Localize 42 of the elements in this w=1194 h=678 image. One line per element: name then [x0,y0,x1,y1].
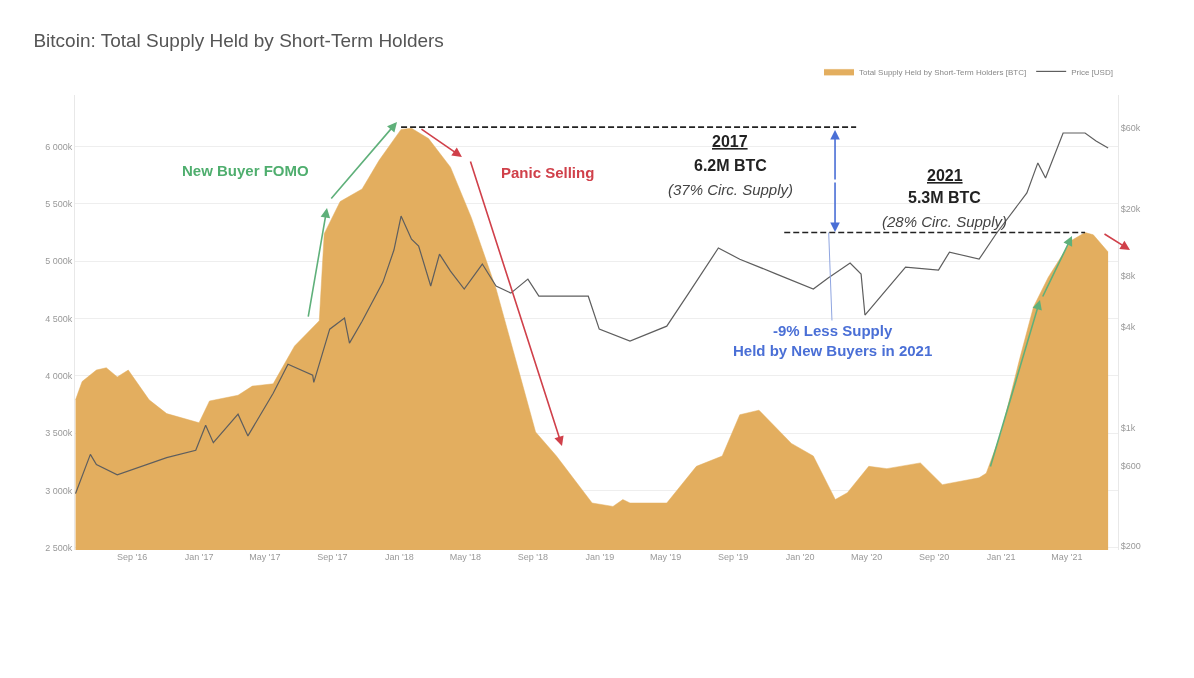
y2-tick-label: $8k [1120,270,1136,281]
x-tick-label: Sep '18 [517,552,548,562]
y-tick-label: 5 500k [45,199,73,210]
x-tick-label: May '21 [1051,552,1083,562]
x-tick-label: May '18 [449,552,481,562]
y2-tick-label: $1k [1120,423,1136,434]
x-tick-label: Jan '20 [785,552,815,562]
x-tick-label: Jan '17 [184,552,214,562]
annotation: -9% Less Supply Held by New Buyers in 2021 [733,322,933,359]
y2-tick-label: $200 [1120,541,1141,552]
annotation: 2021 [927,167,963,184]
y-tick-label: 4 000k [45,370,73,381]
y-tick-label: 2 500k [45,542,73,553]
legend-label: Total Supply Held by Short-Term Holders [BTC] [859,67,1027,77]
y2-tick-label: $20k [1120,203,1141,214]
annotation: (28% Circ. Supply) [882,213,1008,230]
annotation: 5.3M BTC [908,189,982,206]
y2-tick-label: $600 [1120,460,1141,471]
x-tick-label: Jan '18 [385,552,414,562]
annotation: 6.2M BTC [694,157,768,174]
y2-tick-label: $4k [1120,321,1136,332]
annotation: Panic Selling [501,164,595,181]
x-tick-label: Sep '17 [317,552,348,562]
y-tick-label: 3 000k [45,485,73,496]
x-tick-label: May '19 [650,552,682,562]
y-tick-label: 6 000k [45,141,73,152]
annotation: 2017 [712,133,748,150]
y-tick-label: 4 500k [45,313,73,324]
x-tick-label: May '17 [249,552,281,562]
legend-label: Price [USD] [1071,67,1113,77]
annotation: New Buyer FOMO [182,162,310,179]
y-tick-label: 5 000k [45,256,73,267]
x-tick-label: Sep '19 [718,552,749,562]
x-tick-label: May '20 [850,552,883,562]
annotation: (37% Circ. Supply) [668,181,794,198]
x-tick-label: Jan '19 [585,552,615,562]
y2-tick-label: $60k [1120,123,1141,134]
x-tick-label: Jan '21 [986,552,1016,562]
y-tick-label: 3 500k [45,428,73,439]
x-tick-label: Sep '16 [116,552,148,562]
chart-title: Bitcoin: Total Supply Held by Short-Term Holders [33,30,444,52]
x-tick-label: Sep '20 [918,552,950,562]
